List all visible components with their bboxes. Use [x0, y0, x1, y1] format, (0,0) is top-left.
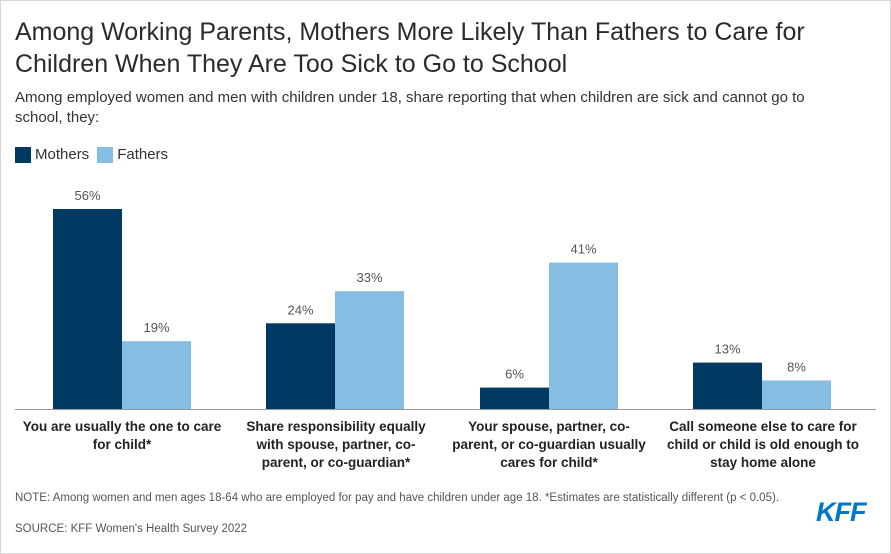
data-label-mothers-4: 13% — [714, 342, 740, 357]
data-label-fathers-3: 41% — [570, 242, 596, 257]
bar-chart: 56% 19% 24% 33% 6% 41% 13% 8% — [15, 188, 876, 410]
bar-mothers-1 — [53, 209, 122, 409]
data-label-fathers-1: 19% — [143, 320, 169, 335]
bar-mothers-2 — [266, 323, 335, 409]
bar-fathers-2 — [335, 291, 404, 409]
data-label-mothers-2: 24% — [287, 302, 313, 317]
data-label-mothers-1: 56% — [74, 188, 100, 203]
legend-item-fathers: Fathers — [97, 146, 168, 163]
legend-swatch-fathers — [97, 146, 114, 163]
footnote: NOTE: Among women and men ages 18-64 who… — [15, 492, 780, 504]
legend-label-mothers: Mothers — [35, 146, 90, 163]
chart-title: Among Working Parents, Mothers More Like… — [15, 18, 805, 78]
data-label-mothers-3: 6% — [505, 367, 524, 382]
chart-subtitle: Among employed women and men with childr… — [15, 89, 805, 126]
legend: Mothers Fathers — [15, 146, 168, 163]
bar-fathers-4 — [762, 380, 831, 409]
kff-logo: KFF — [816, 497, 866, 527]
source-note: SOURCE: KFF Women's Health Survey 2022 — [15, 523, 248, 535]
legend-item-mothers: Mothers — [15, 146, 89, 163]
legend-swatch-mothers — [15, 146, 31, 163]
category-label-2: Share responsibility equally with spouse… — [246, 419, 426, 470]
bar-fathers-1 — [122, 341, 191, 409]
bar-fathers-3 — [549, 262, 618, 409]
category-label-4: Call someone else to care for child or c… — [667, 419, 859, 470]
bar-mothers-4 — [693, 362, 762, 409]
category-label-3: Your spouse, partner, co-parent, or co-g… — [452, 419, 646, 470]
legend-label-fathers: Fathers — [117, 146, 169, 163]
data-label-fathers-2: 33% — [356, 270, 382, 285]
bar-mothers-3 — [480, 387, 549, 409]
category-label-1: You are usually the one to care for chil… — [22, 419, 222, 452]
data-label-fathers-4: 8% — [787, 359, 806, 374]
